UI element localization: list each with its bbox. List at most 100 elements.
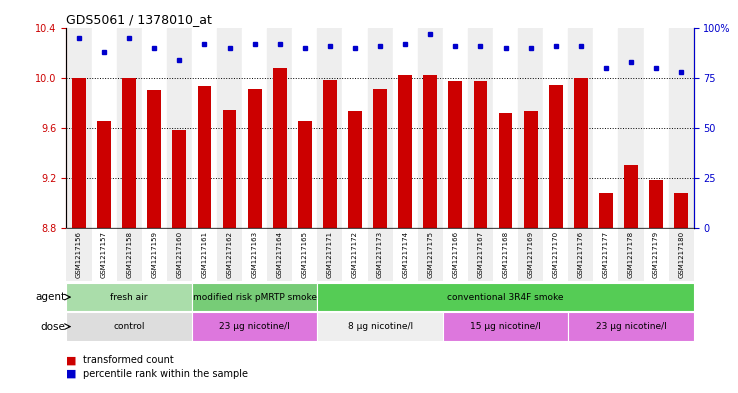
Text: GSM1217162: GSM1217162 (227, 231, 232, 277)
Text: GSM1217176: GSM1217176 (578, 231, 584, 278)
Bar (292, 228, 317, 281)
Text: 8 μg nicotine/l: 8 μg nicotine/l (348, 322, 413, 331)
Bar (568, 28, 593, 228)
Text: GSM1217156: GSM1217156 (76, 231, 82, 277)
Bar (518, 228, 543, 281)
Bar (399, 75, 412, 228)
Text: GSM1217159: GSM1217159 (151, 231, 157, 277)
Bar (518, 28, 543, 228)
Text: GSM1217160: GSM1217160 (176, 231, 182, 278)
Text: GSM1217177: GSM1217177 (603, 231, 609, 278)
Bar (493, 28, 518, 228)
Bar (675, 193, 688, 228)
Bar (348, 112, 362, 228)
Bar (649, 180, 663, 228)
Bar (644, 28, 669, 228)
Bar (418, 28, 443, 228)
Bar (669, 28, 694, 228)
Bar (599, 193, 613, 228)
Text: GSM1217164: GSM1217164 (277, 231, 283, 277)
Bar (117, 228, 142, 281)
Bar (593, 228, 618, 281)
Bar (393, 28, 418, 228)
Bar (192, 28, 217, 228)
Text: ■: ■ (66, 369, 77, 379)
Bar (117, 28, 142, 228)
Text: percentile rank within the sample: percentile rank within the sample (83, 369, 248, 379)
Bar (192, 283, 317, 311)
Bar (142, 228, 167, 281)
Bar (593, 28, 618, 228)
Bar (267, 228, 292, 281)
Bar (468, 228, 493, 281)
Bar (92, 228, 117, 281)
Bar (223, 110, 236, 228)
Bar (644, 228, 669, 281)
Bar (624, 165, 638, 228)
Text: GSM1217171: GSM1217171 (327, 231, 333, 278)
Bar (449, 81, 462, 228)
Bar (368, 28, 393, 228)
Bar (669, 228, 694, 281)
Bar (443, 228, 468, 281)
Text: GSM1217161: GSM1217161 (201, 231, 207, 278)
Text: agent: agent (35, 292, 65, 302)
Text: modified risk pMRTP smoke: modified risk pMRTP smoke (193, 293, 317, 301)
Bar (242, 28, 267, 228)
Bar (373, 89, 387, 228)
Text: control: control (114, 322, 145, 331)
Bar (248, 89, 261, 228)
Bar (167, 28, 192, 228)
Bar (142, 28, 167, 228)
Text: 15 μg nicotine/l: 15 μg nicotine/l (470, 322, 541, 331)
Bar (97, 121, 111, 228)
Bar (568, 228, 593, 281)
Text: 23 μg nicotine/l: 23 μg nicotine/l (596, 322, 666, 331)
Text: GSM1217157: GSM1217157 (101, 231, 107, 277)
Bar (493, 228, 518, 281)
Bar (267, 28, 292, 228)
Bar (217, 228, 242, 281)
Text: dose: dose (41, 321, 65, 332)
Bar (342, 28, 368, 228)
Bar (524, 112, 537, 228)
Bar (192, 312, 317, 341)
Bar (368, 228, 393, 281)
Bar (543, 228, 568, 281)
Text: GSM1217178: GSM1217178 (628, 231, 634, 278)
Text: GSM1217180: GSM1217180 (678, 231, 684, 278)
Bar (173, 130, 186, 228)
Text: GSM1217158: GSM1217158 (126, 231, 132, 277)
Bar (323, 80, 337, 228)
Bar (342, 228, 368, 281)
Text: GSM1217173: GSM1217173 (377, 231, 383, 278)
Bar (317, 28, 342, 228)
Text: GSM1217169: GSM1217169 (528, 231, 534, 278)
Bar (242, 228, 267, 281)
Text: transformed count: transformed count (83, 355, 173, 365)
Bar (167, 228, 192, 281)
Bar (198, 86, 211, 228)
Bar (568, 312, 694, 341)
Bar (192, 228, 217, 281)
Text: GSM1217170: GSM1217170 (553, 231, 559, 278)
Bar (474, 81, 487, 228)
Bar (148, 90, 161, 228)
Bar (123, 78, 136, 228)
Bar (317, 283, 694, 311)
Bar (618, 228, 644, 281)
Text: GSM1217174: GSM1217174 (402, 231, 408, 277)
Bar (66, 228, 92, 281)
Bar (499, 113, 512, 228)
Text: conventional 3R4F smoke: conventional 3R4F smoke (447, 293, 564, 301)
Text: GSM1217166: GSM1217166 (452, 231, 458, 278)
Text: GSM1217167: GSM1217167 (477, 231, 483, 278)
Bar (66, 283, 192, 311)
Bar (292, 28, 317, 228)
Bar (72, 78, 86, 228)
Bar (66, 312, 192, 341)
Bar (543, 28, 568, 228)
Text: GSM1217175: GSM1217175 (427, 231, 433, 277)
Bar (92, 28, 117, 228)
Text: ■: ■ (66, 355, 77, 365)
